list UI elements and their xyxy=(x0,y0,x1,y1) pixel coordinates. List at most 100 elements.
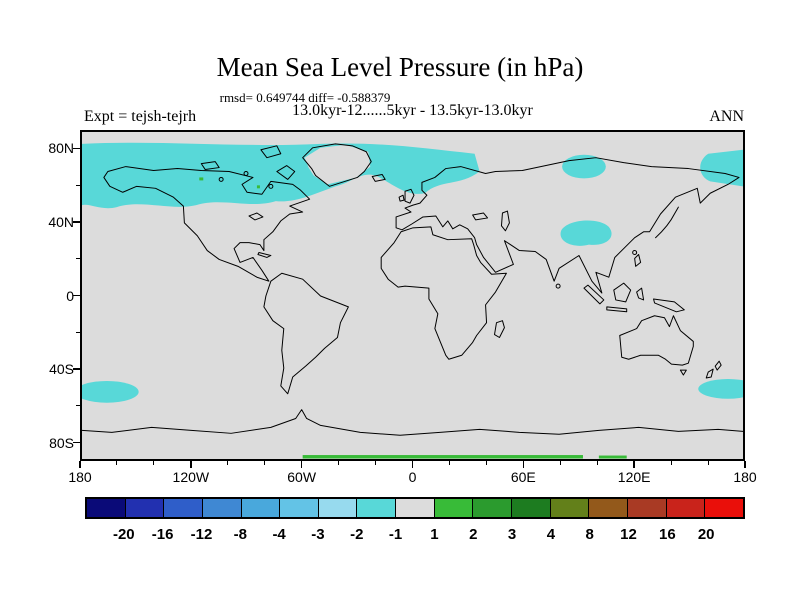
coast-caspian-sea xyxy=(500,210,510,232)
experiment-label: Expt = tejsh-tejrh xyxy=(84,108,197,125)
x-axis-tick-label: 120E xyxy=(617,469,651,485)
y-axis-minor-tick xyxy=(76,331,80,333)
coast-philippines xyxy=(634,254,642,267)
canada-green-speck-2 xyxy=(256,185,260,189)
colorbar-segment xyxy=(511,499,550,517)
x-axis-tick-label: 60E xyxy=(510,469,536,485)
bering-cyan-patch xyxy=(700,149,743,187)
coast-tasmania xyxy=(679,369,687,376)
southern-ocean-cyan-east xyxy=(698,378,743,399)
coast-north-america xyxy=(103,166,311,282)
x-axis-minor-tick xyxy=(707,461,709,465)
world-map-plot xyxy=(82,132,743,459)
y-axis-tick-label: 80N xyxy=(48,140,74,157)
x-axis-tick-mark xyxy=(522,461,525,468)
coast-new-zealand-north xyxy=(714,360,722,371)
greenland-gray-patch xyxy=(304,144,371,185)
x-axis-minor-tick xyxy=(227,461,229,465)
x-axis-minor-tick xyxy=(670,461,672,465)
colorbar-segment xyxy=(665,499,705,517)
colorbar-label: 2 xyxy=(469,526,478,543)
colorbar-label: -8 xyxy=(233,526,247,543)
x-axis-tick-label: 180 xyxy=(68,469,92,485)
colorbar-label: -20 xyxy=(112,526,135,543)
colorbar-labels: -20 -16 -12 -8 -4 -3 -2 -1 1 2 3 4 8 12 16 20 xyxy=(85,526,745,546)
canada-green-speck xyxy=(199,177,204,181)
x-axis-tick-mark xyxy=(190,461,192,468)
x-axis-minor-tick xyxy=(264,461,266,465)
colorbar-label: 4 xyxy=(546,526,556,543)
colorbar-label: 8 xyxy=(585,526,594,543)
colorbar-segment xyxy=(588,499,627,517)
negative-anomaly-fills xyxy=(82,142,743,403)
y-axis-minor-tick xyxy=(76,184,80,186)
colorbar-label: -1 xyxy=(388,526,403,543)
colorbar-label: 16 xyxy=(659,526,676,543)
coast-eurasia xyxy=(395,157,740,294)
colorbar-segment xyxy=(395,499,434,517)
y-axis-tick-label: 40S xyxy=(49,361,74,378)
colorbar-label: -2 xyxy=(350,526,364,543)
colorbar-segment xyxy=(433,499,473,517)
colorbar-label: 20 xyxy=(697,526,715,543)
x-axis-tick-mark xyxy=(411,461,414,468)
coast-madagascar xyxy=(494,320,505,338)
x-axis-tick-mark xyxy=(633,461,635,468)
colorbar-segment xyxy=(87,499,125,517)
y-axis-tick-mark xyxy=(73,441,80,444)
coast-sumatra xyxy=(583,284,605,305)
x-axis-minor-tick xyxy=(559,461,561,465)
y-axis-minor-tick xyxy=(76,258,80,260)
colorbar-segment xyxy=(626,499,666,517)
x-axis-minor-tick xyxy=(375,461,377,465)
x-axis-tick-label: 180 xyxy=(733,469,757,485)
coast-baffin-island xyxy=(276,165,296,180)
coast-japan xyxy=(655,206,679,239)
plot-title: Mean Sea Level Pressure (in hPa) xyxy=(216,52,584,82)
x-axis-tick-mark xyxy=(300,461,303,468)
stats-line: rmsd= 0.649744 diff= -0.588379 xyxy=(219,90,391,105)
colorbar-segment xyxy=(549,499,589,517)
coast-arctic-islet-1 xyxy=(218,176,224,182)
positive-anomaly-fills xyxy=(199,177,627,459)
southern-ocean-cyan-west xyxy=(82,380,139,403)
coast-arctic-islet-3 xyxy=(268,183,274,189)
period-line: 13.0kyr-12......5kyr - 13.5kyr-13.0kyr xyxy=(292,102,533,119)
y-axis-tick-label: 0 xyxy=(66,287,74,304)
coast-cuba xyxy=(257,252,272,258)
coast-ireland xyxy=(398,194,405,202)
colorbar-segment xyxy=(240,499,280,517)
y-axis-tick-mark xyxy=(73,147,80,150)
season-label: ANN xyxy=(709,108,744,125)
coast-south-america xyxy=(263,272,349,395)
x-axis-minor-tick xyxy=(448,461,450,465)
coast-australia xyxy=(619,315,694,366)
x-axis-tick-label: 0 xyxy=(408,469,417,485)
colorbar-segment xyxy=(704,499,743,517)
map-frame xyxy=(80,130,745,461)
coast-sri-lanka xyxy=(555,283,561,289)
antarctic-green-strip-2 xyxy=(598,455,627,459)
colorbar xyxy=(85,497,745,519)
x-axis-tick-mark xyxy=(744,461,746,468)
coast-new-guinea xyxy=(653,298,685,313)
colorbar-segment xyxy=(317,499,357,517)
colorbar-label: -4 xyxy=(272,526,286,543)
coast-great-britain xyxy=(404,188,415,204)
coast-arctic-islet-2 xyxy=(243,171,249,176)
colorbar-label: -12 xyxy=(190,526,213,543)
colorbar-segment xyxy=(124,499,164,517)
y-axis-tick-mark xyxy=(73,294,80,297)
x-axis-tick-mark xyxy=(79,461,81,468)
coast-victoria-island xyxy=(200,161,220,171)
colorbar-label: -3 xyxy=(311,526,325,543)
colorbar-segment xyxy=(279,499,318,517)
coast-black-sea xyxy=(472,212,489,221)
y-axis-minor-tick xyxy=(76,405,80,407)
coast-africa xyxy=(380,226,507,360)
colorbar-segment xyxy=(356,499,396,517)
coast-taiwan xyxy=(632,250,638,255)
x-axis-minor-tick xyxy=(153,461,155,465)
x-axis-tick-label: 60W xyxy=(287,469,317,485)
